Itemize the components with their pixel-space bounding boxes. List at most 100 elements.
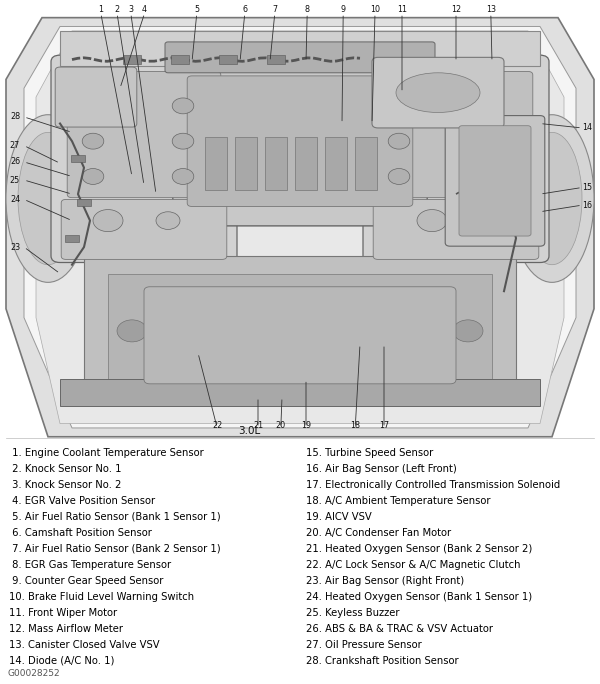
Text: 18. A/C Ambient Temperature Sensor: 18. A/C Ambient Temperature Sensor: [306, 496, 491, 506]
Bar: [219, 55, 237, 64]
Text: 19: 19: [301, 421, 311, 430]
Text: 14: 14: [582, 123, 592, 133]
Text: 11: 11: [397, 5, 407, 14]
FancyBboxPatch shape: [165, 42, 435, 73]
Circle shape: [478, 98, 500, 114]
Text: 4: 4: [142, 5, 147, 14]
Text: 2: 2: [115, 5, 119, 14]
Circle shape: [82, 168, 104, 185]
FancyBboxPatch shape: [61, 200, 227, 259]
Ellipse shape: [18, 132, 78, 265]
Circle shape: [82, 133, 104, 149]
Text: 5. Air Fuel Ratio Sensor (Bank 1 Sensor 1): 5. Air Fuel Ratio Sensor (Bank 1 Sensor …: [9, 512, 221, 522]
Text: 14. Diode (A/C No. 1): 14. Diode (A/C No. 1): [9, 656, 115, 666]
Text: 15: 15: [582, 183, 592, 192]
Bar: [60, 380, 540, 406]
Text: 27: 27: [10, 141, 20, 150]
Circle shape: [478, 168, 500, 185]
Circle shape: [480, 212, 504, 229]
Text: 10: 10: [370, 5, 380, 14]
Circle shape: [177, 320, 207, 342]
Text: 7. Air Fuel Ratio Sensor (Bank 2 Sensor 1): 7. Air Fuel Ratio Sensor (Bank 2 Sensor …: [9, 544, 221, 554]
FancyBboxPatch shape: [144, 287, 456, 384]
Circle shape: [117, 320, 147, 342]
Text: 22. A/C Lock Sensor & A/C Magnetic Clutch: 22. A/C Lock Sensor & A/C Magnetic Clutc…: [306, 560, 521, 570]
Circle shape: [82, 98, 104, 114]
FancyBboxPatch shape: [67, 71, 221, 198]
Text: 6: 6: [242, 5, 247, 14]
Text: 16. Air Bag Sensor (Left Front): 16. Air Bag Sensor (Left Front): [306, 464, 457, 474]
Text: 1: 1: [98, 5, 103, 14]
Text: 11. Front Wiper Motor: 11. Front Wiper Motor: [9, 608, 117, 618]
Polygon shape: [24, 27, 576, 428]
Text: 8. EGR Gas Temperature Sensor: 8. EGR Gas Temperature Sensor: [9, 560, 171, 570]
Text: 24: 24: [10, 195, 20, 204]
Circle shape: [393, 320, 423, 342]
Text: 23. Air Bag Sensor (Right Front): 23. Air Bag Sensor (Right Front): [306, 576, 464, 586]
Text: 21: 21: [253, 421, 263, 430]
Text: 12: 12: [451, 5, 461, 14]
Text: 13. Canister Closed Valve VSV: 13. Canister Closed Valve VSV: [9, 640, 160, 650]
Text: 12. Mass Airflow Meter: 12. Mass Airflow Meter: [9, 624, 123, 634]
Circle shape: [172, 98, 194, 114]
FancyBboxPatch shape: [379, 71, 533, 198]
Circle shape: [417, 209, 447, 232]
Circle shape: [93, 209, 123, 232]
Circle shape: [172, 133, 194, 149]
Bar: [295, 137, 317, 189]
Text: 28. Crankshaft Position Sensor: 28. Crankshaft Position Sensor: [306, 656, 458, 666]
Text: 24. Heated Oxygen Sensor (Bank 1 Sensor 1): 24. Heated Oxygen Sensor (Bank 1 Sensor …: [306, 592, 532, 602]
Bar: [65, 235, 79, 241]
Polygon shape: [84, 256, 516, 397]
Bar: [265, 137, 287, 189]
Circle shape: [478, 133, 500, 149]
Text: 9: 9: [341, 5, 346, 14]
FancyBboxPatch shape: [363, 55, 549, 263]
Bar: [267, 55, 285, 64]
Text: 25. Keyless Buzzer: 25. Keyless Buzzer: [306, 608, 400, 618]
Text: 3. Knock Sensor No. 2: 3. Knock Sensor No. 2: [9, 480, 121, 490]
Text: 2. Knock Sensor No. 1: 2. Knock Sensor No. 1: [9, 464, 121, 474]
Text: 25: 25: [10, 176, 20, 185]
FancyBboxPatch shape: [459, 126, 531, 236]
Text: 18: 18: [350, 421, 360, 430]
Text: 19. AICV VSV: 19. AICV VSV: [306, 512, 372, 522]
FancyBboxPatch shape: [445, 116, 545, 246]
Circle shape: [388, 133, 410, 149]
Bar: [123, 55, 141, 64]
Text: 3.0L: 3.0L: [238, 426, 260, 436]
Text: 26: 26: [10, 157, 20, 166]
Text: 17. Electronically Controlled Transmission Solenoid: 17. Electronically Controlled Transmissi…: [306, 480, 560, 490]
FancyBboxPatch shape: [55, 67, 137, 127]
Text: 7: 7: [272, 5, 277, 14]
Text: 15. Turbine Speed Sensor: 15. Turbine Speed Sensor: [306, 448, 433, 458]
Bar: [235, 137, 257, 189]
FancyBboxPatch shape: [173, 57, 427, 226]
Text: 13: 13: [486, 5, 496, 14]
Circle shape: [172, 168, 194, 185]
Bar: [71, 155, 85, 162]
Circle shape: [285, 320, 315, 342]
Bar: [205, 137, 227, 189]
Bar: [355, 137, 377, 189]
Text: 27. Oil Pressure Sensor: 27. Oil Pressure Sensor: [306, 640, 422, 650]
Bar: [171, 55, 189, 64]
Text: 16: 16: [582, 200, 592, 210]
Text: 21. Heated Oxygen Sensor (Bank 2 Sensor 2): 21. Heated Oxygen Sensor (Bank 2 Sensor …: [306, 544, 532, 554]
Text: 28: 28: [10, 112, 20, 122]
Text: 22: 22: [212, 421, 223, 430]
Text: 4. EGR Valve Position Sensor: 4. EGR Valve Position Sensor: [9, 496, 155, 506]
Bar: [77, 200, 91, 207]
FancyBboxPatch shape: [373, 200, 539, 259]
Ellipse shape: [510, 115, 594, 282]
FancyBboxPatch shape: [187, 76, 413, 207]
Ellipse shape: [396, 73, 480, 112]
Polygon shape: [6, 18, 594, 437]
Text: 8: 8: [305, 5, 310, 14]
Text: 9. Counter Gear Speed Sensor: 9. Counter Gear Speed Sensor: [9, 576, 163, 586]
Text: G00028252: G00028252: [7, 669, 60, 678]
Text: 20. A/C Condenser Fan Motor: 20. A/C Condenser Fan Motor: [306, 528, 451, 538]
Circle shape: [388, 98, 410, 114]
Text: 1. Engine Coolant Temperature Sensor: 1. Engine Coolant Temperature Sensor: [9, 448, 204, 458]
Bar: [60, 31, 540, 66]
